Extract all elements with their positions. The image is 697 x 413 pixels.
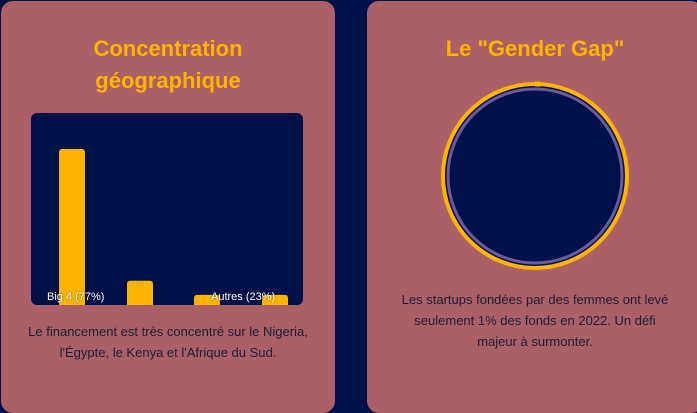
card-gender-gap: Le "Gender Gap" Les startups fondées par… bbox=[367, 1, 697, 413]
bar-label-autres: Autres (23%) bbox=[211, 290, 275, 304]
bar-chart-svg bbox=[31, 113, 303, 305]
gauge-ring bbox=[443, 84, 627, 268]
bar-0 bbox=[59, 149, 85, 305]
card-title-gender-gap: Le "Gender Gap" bbox=[367, 33, 697, 65]
funding-bar-chart: Big 4 (77%) Autres (23%) bbox=[31, 113, 303, 305]
card-text-gender-gap: Les startups fondées par des femmes ont … bbox=[397, 289, 673, 352]
bar-1 bbox=[127, 281, 153, 305]
card-title-geographic: Concentration géographique bbox=[1, 33, 335, 97]
bar-label-big4: Big 4 (77%) bbox=[47, 290, 104, 304]
gender-gap-gauge bbox=[439, 80, 631, 272]
card-geographic-concentration: Concentration géographique Big 4 (77%) A… bbox=[1, 1, 335, 413]
card-text-geographic: Le financement est très concentré sur le… bbox=[25, 321, 311, 363]
